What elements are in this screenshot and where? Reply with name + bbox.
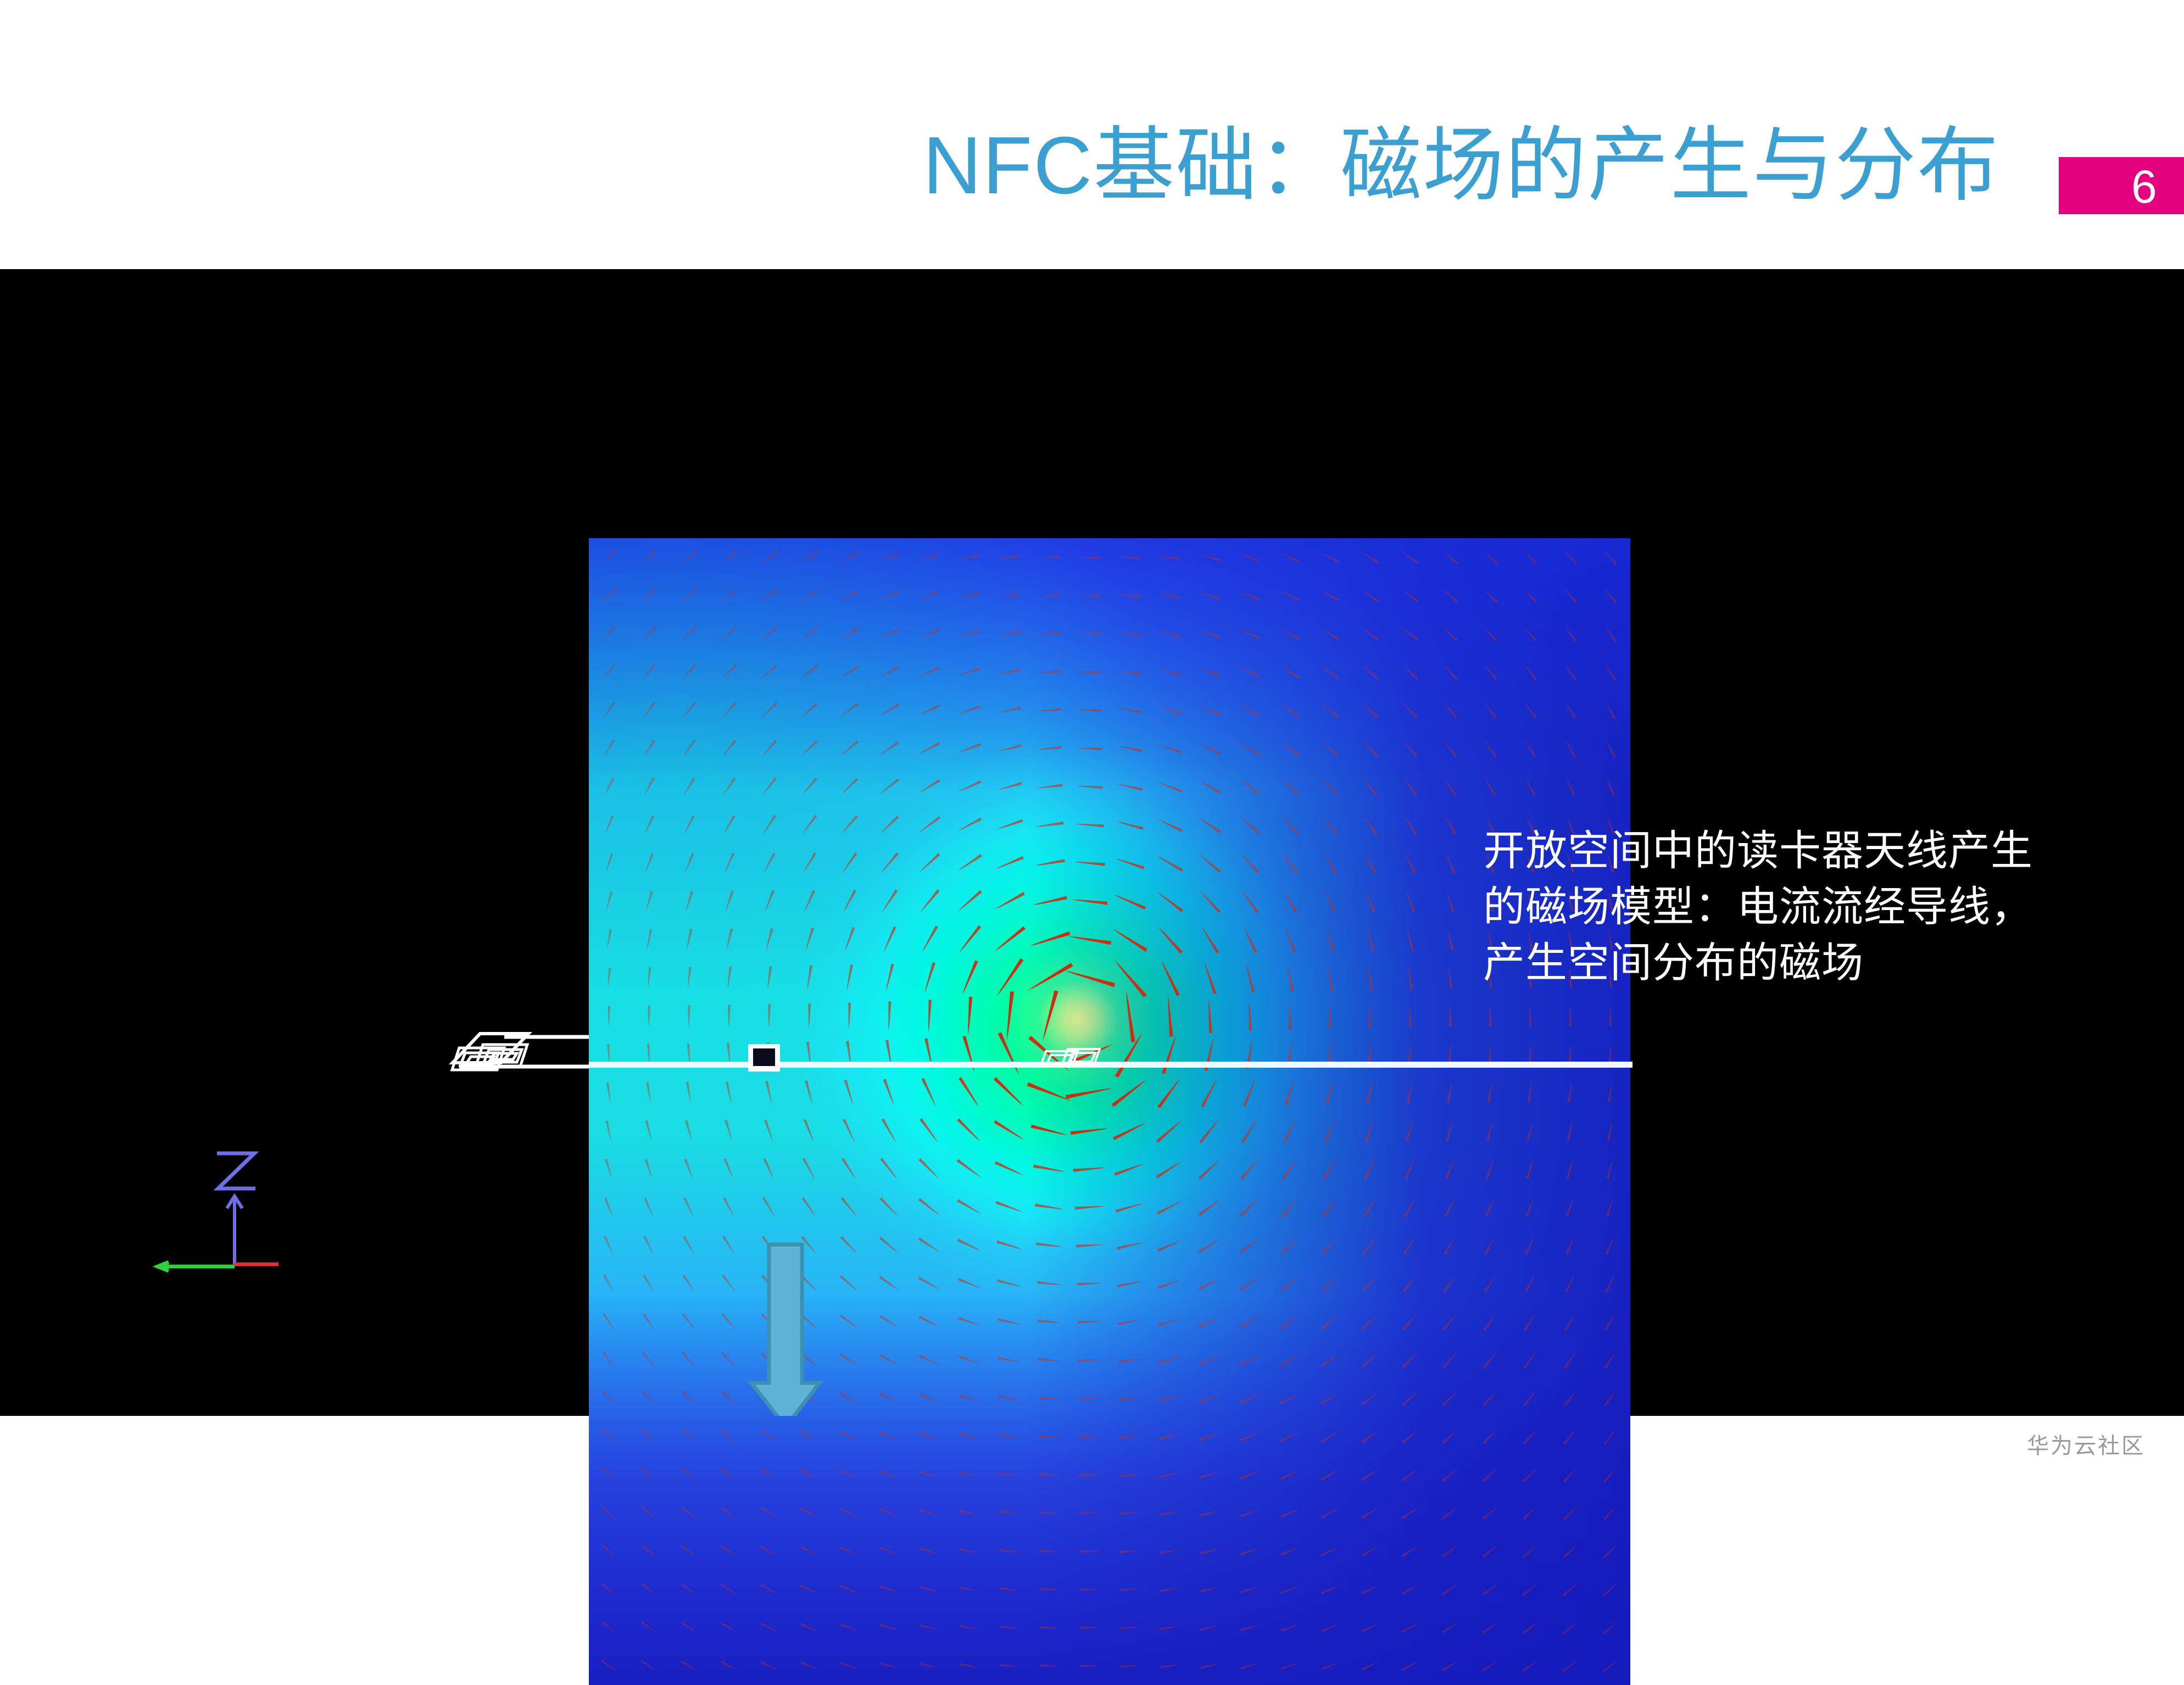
- y-axis-icon: [152, 1260, 235, 1273]
- antenna-geometry-overlay: [449, 1032, 1633, 1416]
- feed-wire: [459, 1035, 589, 1069]
- axis-triad-indicator: [152, 1151, 278, 1273]
- watermark: 华为云社区: [2027, 1434, 2145, 1458]
- page-title-cjk: 基础：磁场的产生与分布: [1093, 121, 2000, 211]
- page-number: 6: [2131, 161, 2157, 213]
- page-number-badge: [2059, 157, 2184, 214]
- reader-antenna-coil: [449, 1032, 532, 1072]
- z-axis-icon: [213, 1151, 259, 1264]
- slide-header: NFC基础：磁场的产生与分布 6: [0, 0, 2184, 269]
- page-title-latin: NFC: [923, 120, 1094, 211]
- feed-wire-main: [589, 1062, 1633, 1068]
- center-antenna-coil: [1039, 1048, 1101, 1068]
- simulation-caption: 开放空间中的读卡器天线产生的磁场模型：电流流经导线，产生空间分布的磁场: [1483, 828, 2033, 986]
- field-direction-arrow: [747, 1242, 824, 1416]
- excitation-port: [748, 1044, 780, 1072]
- page-title: NFC基础：磁场的产生与分布: [923, 125, 1999, 208]
